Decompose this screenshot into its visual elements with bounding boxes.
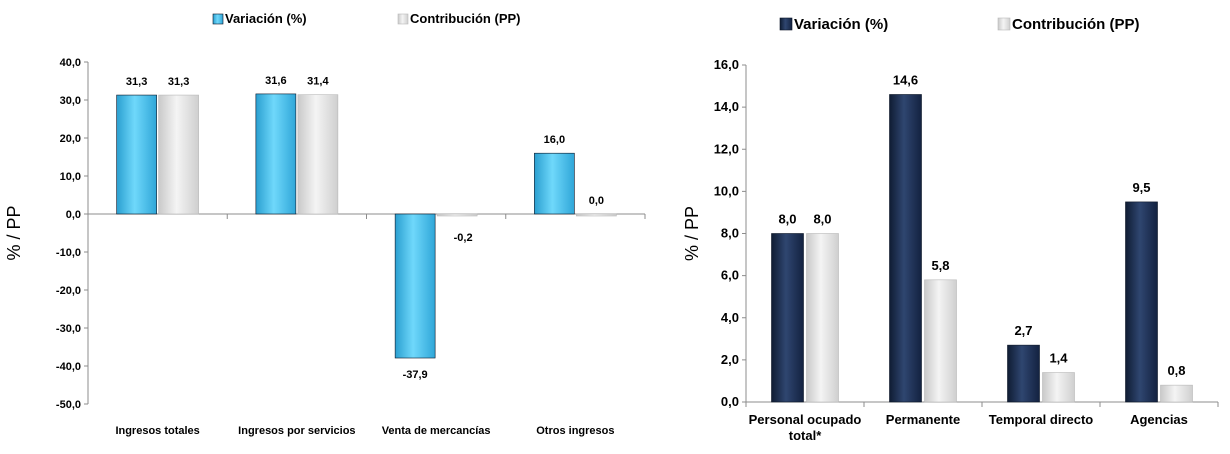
y-tick-label: 10,0	[60, 171, 81, 183]
legend-label: Contribución (PP)	[1012, 16, 1140, 33]
bar-variacion	[394, 213, 436, 359]
category-label: Venta de mercancías	[382, 425, 491, 437]
data-label: 0,8	[1167, 363, 1185, 378]
category-label: Otros ingresos	[536, 425, 614, 437]
data-label: 8,0	[778, 212, 796, 227]
bar-contribucion	[1160, 384, 1193, 403]
bar-contribucion	[924, 279, 957, 403]
y-tick-label: 30,0	[60, 95, 81, 107]
legend-swatch	[397, 13, 409, 25]
bar-contribucion	[1042, 372, 1075, 403]
y-tick-label: -40,0	[56, 361, 81, 373]
category-label: Personal ocupado total*	[749, 412, 862, 443]
y-tick-label: -20,0	[56, 285, 81, 297]
data-label: 9,5	[1132, 180, 1150, 195]
legend-label: Variación (%)	[225, 11, 307, 26]
category-label: Ingresos totales	[115, 425, 199, 437]
bar-variacion	[889, 94, 922, 403]
y-tick-label: 16,0	[714, 57, 739, 72]
data-label: 16,0	[544, 134, 565, 146]
y-tick-label: 0,0	[721, 394, 739, 409]
legend-swatch	[997, 17, 1011, 31]
y-tick-label: 0,0	[66, 209, 81, 221]
data-label: -37,9	[403, 369, 428, 381]
data-label: 31,6	[265, 75, 286, 87]
bar-variacion	[1007, 344, 1040, 403]
y-axis-title: % / PP	[682, 206, 702, 261]
legend-swatch	[212, 13, 224, 25]
bar-contribucion	[436, 213, 478, 217]
y-axis-title: % / PP	[4, 205, 24, 260]
y-tick-label: 6,0	[721, 268, 739, 283]
y-tick-label: -30,0	[56, 323, 81, 335]
data-label: 31,3	[126, 76, 147, 88]
bar-contribucion	[158, 94, 199, 215]
data-label: 31,4	[307, 76, 329, 88]
data-label: 5,8	[931, 258, 949, 273]
category-label: Permanente	[886, 412, 960, 427]
legend-label: Contribución (PP)	[410, 11, 521, 26]
bar-contribucion	[297, 94, 339, 215]
data-label: 0,0	[589, 195, 604, 207]
data-label: 14,6	[893, 72, 918, 87]
chart-personal-ocupado: 16,0 14,0 12,0 10,0 8,0 6,0 4,0 2,0 0,0 % / PP 8,0…	[682, 16, 1219, 443]
category-label: Ingresos por servicios	[238, 425, 355, 437]
bar-variacion	[1125, 201, 1158, 403]
bar-variacion	[771, 233, 804, 403]
bar-contribucion	[806, 233, 839, 403]
chart-ingresos: 40,0 30,0 20,0 10,0 0,0 -10,0 -20,0 -30,0 -40,0 -…	[4, 11, 646, 437]
y-tick-label: 12,0	[714, 141, 739, 156]
y-tick-label: 40,0	[60, 57, 81, 69]
data-label: 1,4	[1049, 351, 1068, 366]
data-label: 2,7	[1014, 323, 1032, 338]
category-label: Agencias	[1130, 412, 1188, 427]
y-tick-label: 2,0	[721, 352, 739, 367]
bar-variacion	[255, 93, 297, 215]
data-label: 8,0	[813, 212, 831, 227]
data-label: 31,3	[168, 76, 189, 88]
y-tick-label: 8,0	[721, 226, 739, 241]
y-tick-label: 20,0	[60, 133, 81, 145]
bar-variacion	[534, 152, 575, 215]
y-tick-label: 14,0	[714, 99, 739, 114]
legend-swatch	[779, 17, 793, 31]
y-tick-label: -10,0	[56, 247, 81, 259]
y-tick-label: 4,0	[721, 310, 739, 325]
bar-contribucion	[576, 213, 617, 217]
data-label: -0,2	[454, 232, 473, 244]
bar-variacion	[116, 94, 157, 215]
y-tick-label: -50,0	[56, 399, 81, 411]
y-tick-label: 10,0	[714, 183, 739, 198]
category-label: Temporal directo	[989, 412, 1094, 427]
legend-label: Variación (%)	[794, 16, 888, 33]
